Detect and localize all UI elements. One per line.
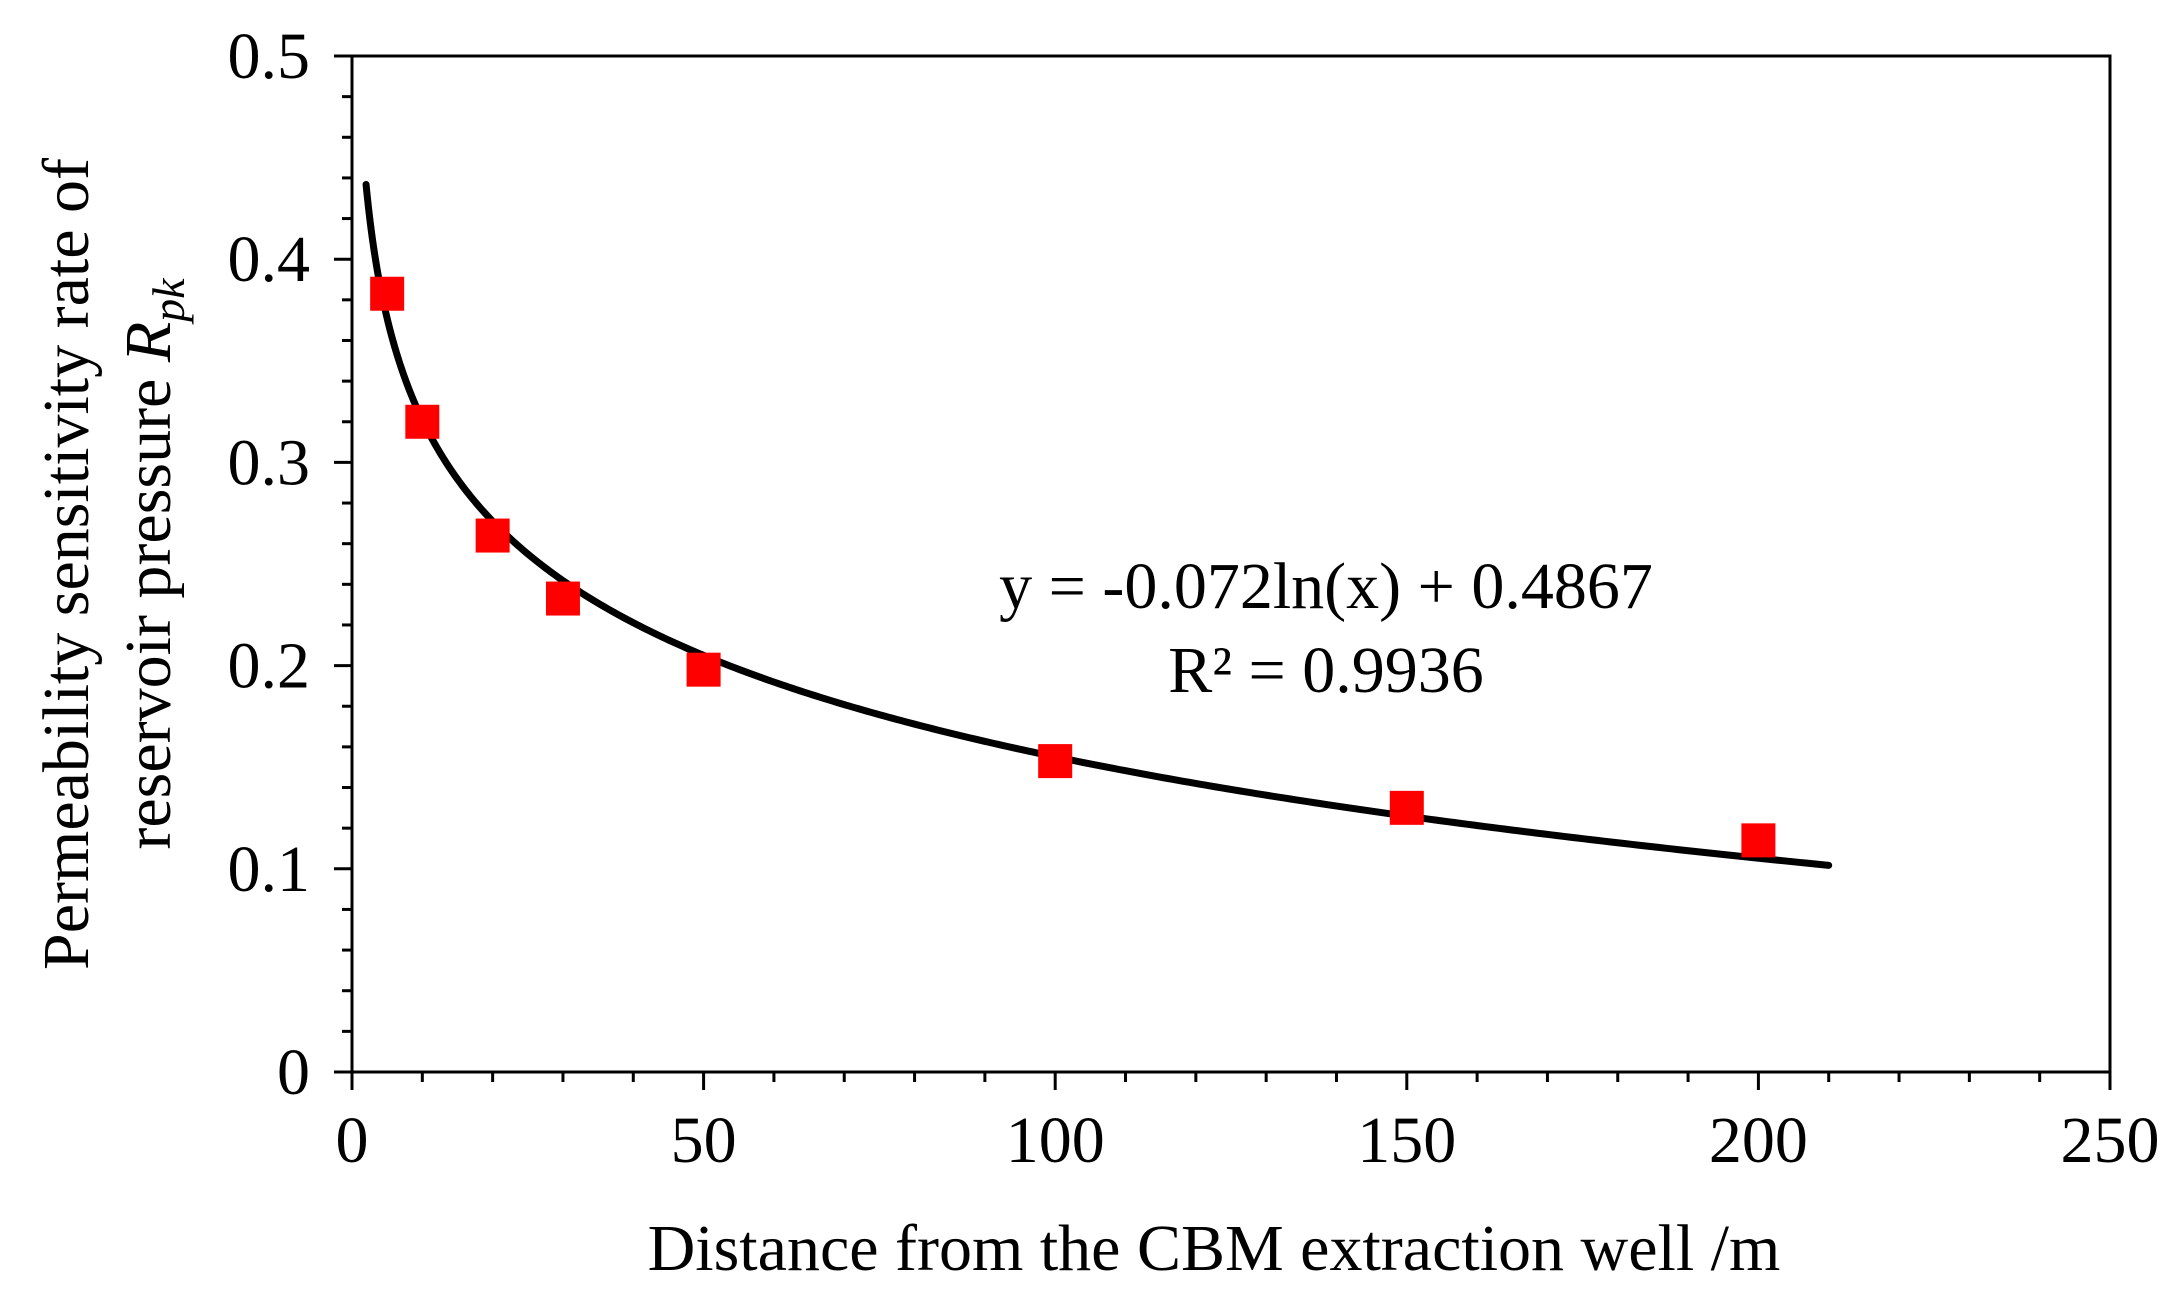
x-tick-label: 50	[671, 1104, 737, 1177]
data-point	[370, 276, 405, 311]
axis-ticks	[334, 54, 2112, 1090]
y-tick-label: 0.4	[228, 223, 311, 296]
x-tick-label: 150	[1357, 1104, 1456, 1177]
y-axis-title-line2: reservoir pressure Rpk	[112, 277, 194, 850]
data-point	[405, 404, 440, 439]
y-tick-label: 0	[277, 1036, 310, 1109]
data-point	[686, 652, 721, 687]
x-tick-label: 200	[1709, 1104, 1808, 1177]
trendline-r-squared: R² = 0.9936	[1168, 634, 1484, 707]
y-axis-title: Permeability sensitivity rate of reservo…	[30, 158, 194, 970]
y-axis-title-subscript: pk	[143, 277, 194, 325]
x-tick-label: 250	[2061, 1104, 2160, 1177]
trendline	[362, 180, 1833, 869]
y-axis-title-text: reservoir pressure	[112, 362, 185, 849]
y-axis-title-symbol: R	[112, 322, 185, 363]
y-tick-label: 0.5	[228, 20, 311, 93]
data-point	[1741, 823, 1776, 858]
data-point	[1389, 790, 1424, 825]
y-tick-label: 0.3	[228, 426, 311, 499]
x-tick-label: 0	[336, 1104, 369, 1177]
x-axis-title: Distance from the CBM extraction well /m	[648, 1212, 1781, 1285]
y-tick-label: 0.2	[228, 630, 311, 703]
trendline-equation: y = -0.072ln(x) + 0.4867	[999, 550, 1653, 623]
data-point	[1038, 744, 1073, 779]
tick-labels: 0 50 100 150 200 250 0 0.1 0.2 0.3 0.4 0.5	[228, 20, 2160, 1177]
data-points	[370, 276, 1776, 858]
data-point	[475, 518, 510, 553]
y-tick-label: 0.1	[228, 833, 311, 906]
plot-area-frame	[350, 54, 2112, 1074]
data-point	[545, 581, 580, 616]
x-tick-label: 100	[1006, 1104, 1105, 1177]
y-axis-title-line1: Permeability sensitivity rate of	[30, 158, 103, 970]
